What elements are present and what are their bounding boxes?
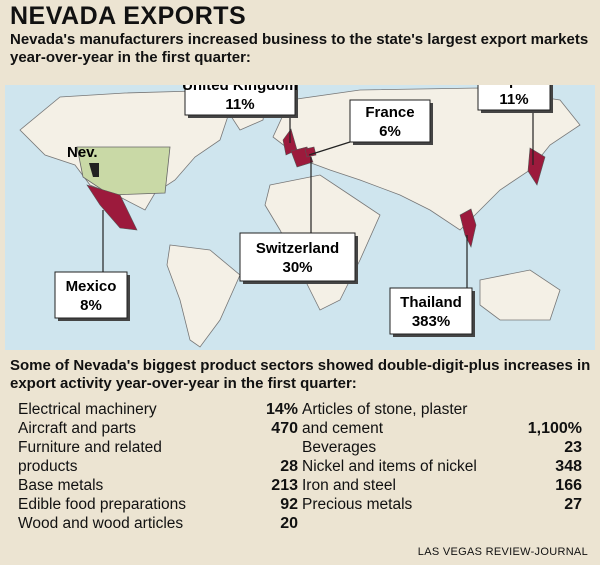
callout-box: [389, 287, 473, 335]
sector-row: Furniture and related products 28: [18, 438, 298, 476]
sectors-intro: Some of Nevada's biggest product sectors…: [10, 357, 591, 392]
change-label: 8%: [80, 297, 102, 314]
sector-name-line: Precious metals: [302, 496, 413, 513]
country-label: France: [365, 104, 414, 121]
sector-name: Edible food preparations: [18, 495, 186, 514]
sector-name-line: Edible food preparations: [18, 496, 187, 513]
country-label: Switzerland: [256, 240, 339, 257]
sector-name: Base metals: [18, 476, 103, 495]
sector-row: Iron and steel 166: [302, 476, 582, 495]
sector-name-line: products: [18, 458, 78, 475]
sector-row: Beverages 23: [302, 438, 582, 457]
sector-name: Beverages: [302, 438, 376, 457]
country-label: Thailand: [400, 294, 462, 311]
callout-box: [239, 232, 356, 282]
sector-change: 28: [280, 458, 298, 475]
change-label: 383%: [412, 313, 450, 330]
change-label: 11%: [499, 91, 528, 108]
australia: [479, 269, 561, 321]
sector-row: Electrical machinery 14%: [18, 400, 298, 419]
sector-name: Electrical machinery: [18, 400, 157, 419]
callout-box: [54, 271, 128, 319]
sector-name-line: Beverages: [302, 439, 377, 456]
mexico-shape: [86, 184, 138, 231]
nevada-label: Nev.: [67, 144, 98, 161]
sector-change: 20: [280, 515, 298, 532]
sector-name: Iron and steel: [302, 476, 396, 495]
sectors-right: Articles of stone, plaster and cement 1,10…: [302, 400, 582, 514]
change-label: 30%: [282, 259, 312, 276]
sector-name-line: Wood and wood articles: [18, 515, 184, 532]
map: Nev. United Kingdom 11% France 6% Japan 11% Sw…: [5, 85, 595, 350]
sector-row: Aircraft and parts 470: [18, 419, 298, 438]
sector-change: 348: [555, 458, 582, 475]
change-label: 11%: [225, 96, 254, 113]
sector-name: Articles of stone, plaster and cement: [302, 400, 467, 438]
sector-name: Aircraft and parts: [18, 419, 136, 438]
leader-line: [308, 141, 351, 156]
sector-change: 23: [564, 439, 582, 456]
thailand-shape: [459, 208, 477, 248]
sector-row: Articles of stone, plaster and cement 1,10…: [302, 400, 582, 438]
sector-row: Nickel and items of nickel 348: [302, 457, 582, 476]
callout-box: [184, 85, 296, 116]
sector-name: Furniture and related products: [18, 438, 162, 476]
callout-box: [349, 99, 431, 143]
nevada: [89, 163, 99, 177]
sector-name-line: and cement: [302, 420, 383, 437]
sector-change: 1,100%: [527, 420, 582, 437]
sector-change: 470: [271, 420, 298, 437]
sector-change: 213: [271, 477, 298, 494]
south-america: [166, 244, 241, 348]
sector-name-line: Iron and steel: [302, 477, 396, 494]
sector-name-line: Aircraft and parts: [18, 420, 137, 437]
credit: LAS VEGAS REVIEW-JOURNAL: [417, 546, 588, 558]
switzerland-shape: [304, 146, 317, 158]
sector-name-line: Furniture and related: [18, 439, 162, 456]
sector-name: Precious metals: [302, 495, 412, 514]
title: NEVADA EXPORTS: [10, 2, 247, 30]
sector-name-line: Electrical machinery: [18, 401, 157, 418]
sector-row: Base metals 213: [18, 476, 298, 495]
sector-name: Nickel and items of nickel: [302, 457, 477, 476]
sector-name: Wood and wood articles: [18, 514, 183, 533]
sector-row: Edible food preparations 92: [18, 495, 298, 514]
country-label: Japan: [492, 85, 535, 89]
sector-name-line: Base metals: [18, 477, 104, 494]
callouts: United Kingdom 11% France 6% Japan 11% Switzer…: [54, 85, 553, 337]
japan-shape: [527, 147, 546, 186]
country-label: United Kingdom: [182, 85, 298, 94]
change-label: 6%: [379, 123, 401, 140]
sector-change: 166: [555, 477, 582, 494]
sector-name-line: Articles of stone, plaster: [302, 401, 468, 418]
sector-name-line: Nickel and items of nickel: [302, 458, 477, 475]
united-states: [76, 146, 171, 196]
country-label: Mexico: [66, 278, 117, 295]
sector-change: 27: [564, 496, 582, 513]
sector-row: Wood and wood articles 20: [18, 514, 298, 533]
sector-change: 14%: [265, 401, 298, 418]
sector-row: Precious metals 27: [302, 495, 582, 514]
subtitle: Nevada's manufacturers increased busines…: [10, 31, 589, 66]
sector-change: 92: [280, 496, 298, 513]
callout-box: [477, 85, 551, 111]
sectors-left: Electrical machinery 14% Aircraft and part…: [18, 400, 298, 533]
highlighted-countries: [86, 128, 546, 248]
